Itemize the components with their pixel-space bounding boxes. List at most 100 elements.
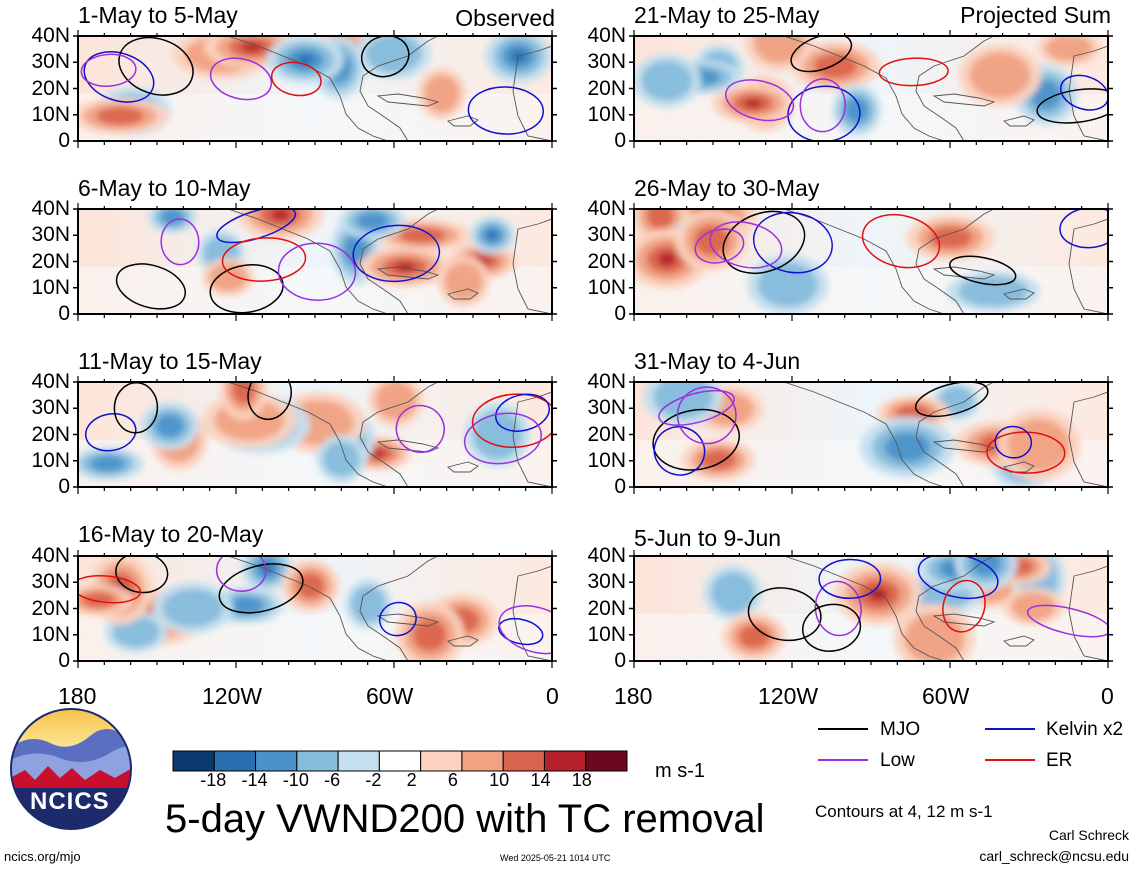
low-contour: [709, 221, 783, 269]
anomaly-shading: [413, 618, 447, 651]
anomaly-shading: [472, 410, 522, 460]
anomaly-shading: [958, 276, 1029, 307]
website-link[interactable]: ncics.org/mjo: [4, 849, 81, 864]
colorbar-segment: [585, 750, 628, 772]
coastline: [932, 93, 996, 107]
anomaly-shading: [350, 585, 386, 623]
map-panel-projected-3: [629, 376, 1113, 494]
colorbar-unit: m s-1: [655, 760, 705, 782]
colorbar-segment: [337, 750, 380, 772]
anomaly-shading: [209, 262, 248, 292]
x-tick-0-right: 0: [1101, 683, 1114, 709]
coastline: [227, 556, 439, 661]
kelvin-contour: [752, 211, 833, 274]
kelvin-contour: [1059, 209, 1108, 249]
x-tick-60w-left: 60W: [366, 683, 414, 709]
y-tick-label-left: 0: [58, 302, 70, 325]
coastline: [1068, 391, 1108, 487]
colorbar-tick-label: -14: [241, 770, 268, 790]
anomaly-shading: [90, 455, 125, 472]
low-contour: [498, 605, 552, 655]
kelvin-contour: [994, 425, 1033, 459]
anomaly-shading: [241, 42, 263, 52]
contour-note: Contours at 4, 12 m s-1: [815, 802, 993, 821]
panel-title-observed-3: 11-May to 15-May: [78, 348, 262, 374]
figure-title: 5-day VWND200 with TC removal: [165, 797, 765, 841]
mjo-contour: [790, 36, 853, 73]
legend-label-er: ER: [1046, 750, 1073, 771]
y-tick-label-right: 40N: [587, 197, 626, 220]
map-panel-projected-2: [629, 203, 1113, 321]
mjo-contour: [722, 210, 806, 274]
y-tick-label-left: 10N: [31, 448, 70, 472]
colorbar-segment: [213, 750, 257, 772]
y-tick-label-left: 20N: [31, 422, 70, 446]
low-contour: [395, 404, 445, 454]
colorbar-tick-label: -10: [282, 770, 309, 790]
ncics-logo: NCICS: [10, 708, 132, 830]
coastline: [1003, 115, 1035, 127]
coastline: [376, 439, 440, 453]
colorbar-tick-label: 10: [489, 770, 510, 790]
anomaly-shading: [423, 74, 460, 113]
colorbar-tick-label: -18: [200, 770, 227, 790]
legend-label-mjo: MJO: [880, 719, 921, 740]
y-tick-label-left: 10N: [31, 622, 70, 646]
timestamp: Wed 2025-05-21 1014 UTC: [500, 853, 611, 863]
anomaly-shading: [162, 588, 223, 628]
y-tick-label-right: 10N: [587, 622, 626, 646]
anomaly-shading: [160, 209, 184, 225]
y-tick-label-left: 20N: [31, 596, 70, 620]
anomaly-shading: [296, 573, 325, 599]
coastline: [1068, 565, 1108, 661]
coastline: [932, 439, 996, 453]
coastline: [447, 635, 479, 647]
y-tick-label-right: 0: [614, 129, 626, 152]
column-header-observed: Observed: [455, 5, 555, 31]
y-tick-label-right: 20N: [587, 596, 626, 620]
anomaly-shading: [323, 441, 360, 477]
mjo-contour: [1036, 88, 1108, 124]
kelvin-contour: [495, 393, 550, 432]
y-tick-label-right: 30N: [587, 50, 626, 74]
colorbar-tick-label: 14: [530, 770, 551, 790]
colorbar-segment: [172, 750, 215, 772]
anomaly-shading: [757, 262, 818, 307]
mjo-contour: [747, 587, 822, 642]
y-tick-label-right: 30N: [587, 223, 626, 247]
y-tick-label-right: 30N: [587, 396, 626, 420]
y-tick-label-right: 10N: [587, 448, 626, 472]
anomaly-shading: [365, 36, 422, 73]
y-tick-label-left: 0: [58, 475, 70, 498]
y-tick-label-right: 0: [614, 649, 626, 672]
anomaly-shading: [738, 625, 770, 649]
colorbar-tick-label: 6: [447, 770, 458, 790]
panel-title-observed-4: 16-May to 20-May: [78, 521, 264, 547]
anomaly-shading: [155, 414, 184, 438]
y-tick-label-right: 40N: [587, 370, 626, 393]
y-tick-label-left: 20N: [31, 76, 70, 100]
kelvin-contour: [467, 86, 544, 135]
coastline: [376, 613, 440, 627]
low-contour: [277, 242, 357, 301]
x-tick-120w-right: 120W: [758, 683, 819, 709]
anomaly-shading: [969, 52, 1031, 99]
map-panel-observed-4: [73, 550, 557, 668]
y-tick-label-right: 10N: [587, 102, 626, 126]
anomaly-shading: [813, 53, 858, 79]
coastline: [1068, 218, 1108, 314]
er-contour: [942, 579, 986, 633]
y-tick-label-left: 30N: [31, 570, 70, 594]
legend-label-low: Low: [880, 750, 915, 771]
coastline: [783, 209, 995, 314]
coastline: [932, 266, 996, 280]
y-tick-label-right: 0: [614, 475, 626, 498]
y-tick-label-left: 10N: [31, 102, 70, 126]
er-contour: [221, 237, 307, 282]
kelvin-contour: [917, 556, 999, 600]
author-email: carl_schreck@ncsu.edu: [979, 848, 1129, 864]
y-tick-label-right: 30N: [587, 570, 626, 594]
mjo-contour: [115, 556, 169, 594]
coastline: [783, 36, 995, 141]
y-tick-label-left: 20N: [31, 249, 70, 273]
